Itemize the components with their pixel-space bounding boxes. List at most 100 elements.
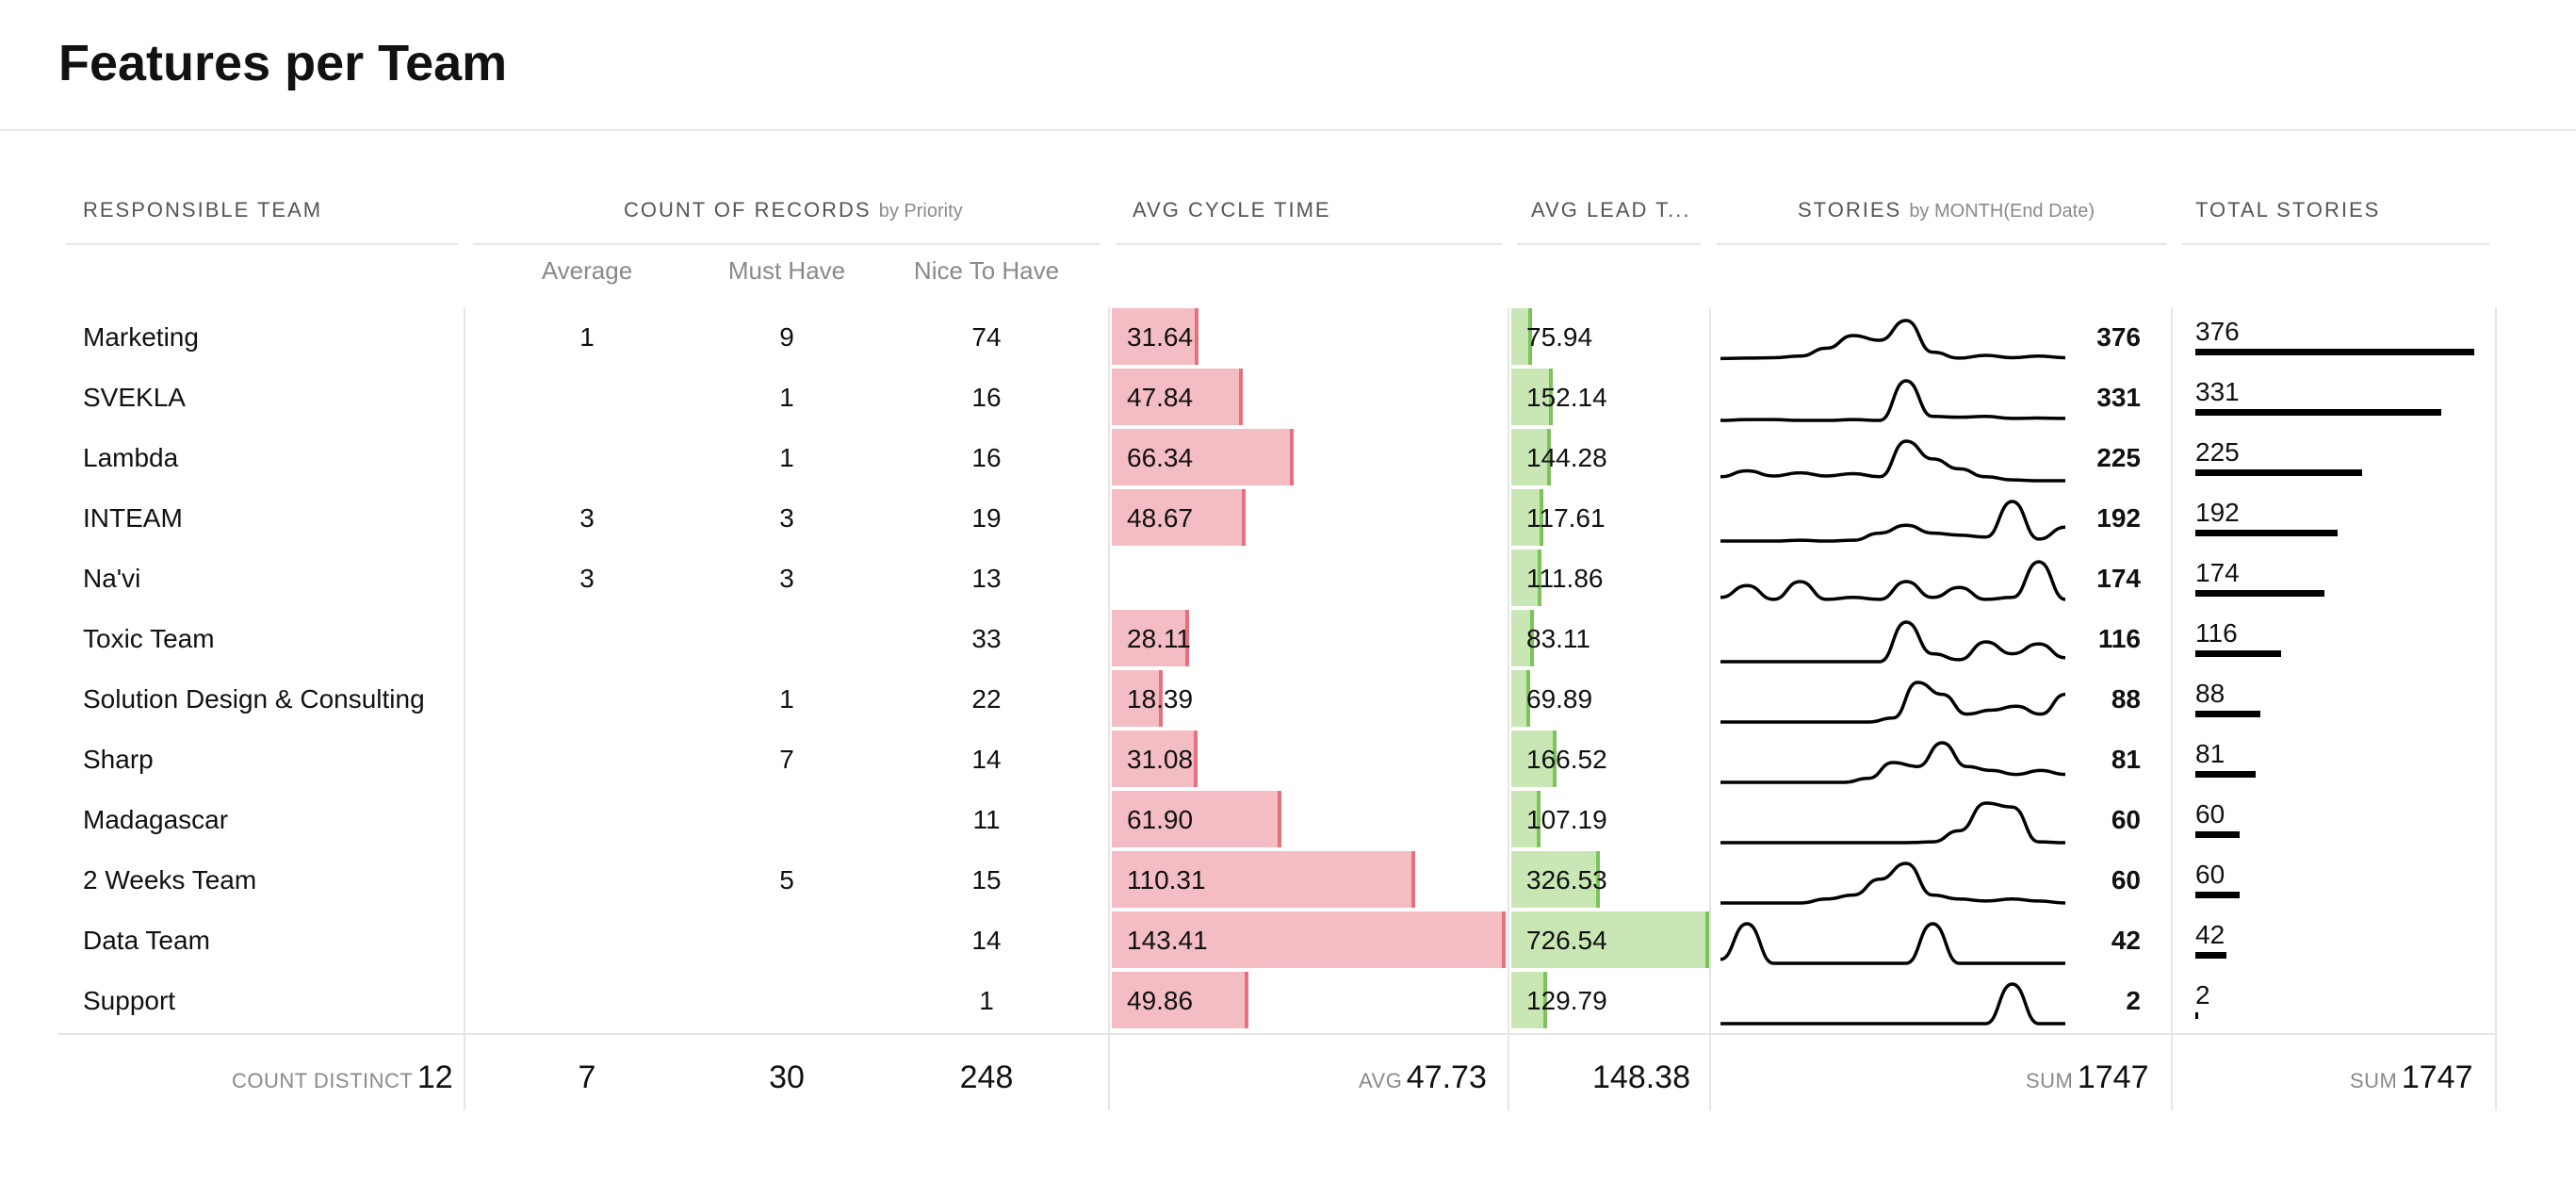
lead-time-value: 152.14 xyxy=(1526,383,1607,412)
stories-sparkline xyxy=(1720,560,2066,601)
lead-time-bar xyxy=(1511,429,1551,485)
header-avg-cycle-time[interactable]: AVG CYCLE TIME xyxy=(1133,198,1491,236)
cycle-time-bar xyxy=(1112,610,1189,666)
stories-sparkline xyxy=(1720,922,2065,965)
lead-time-bar xyxy=(1511,308,1532,365)
lead-time-bar xyxy=(1511,670,1530,727)
column-separator xyxy=(2495,307,2497,1110)
footer-sum-label: SUM xyxy=(2350,1069,2398,1092)
cycle-time-value: 61.90 xyxy=(1127,805,1194,834)
average-count: 3 xyxy=(579,564,595,593)
team-name[interactable]: Sharp xyxy=(83,745,154,774)
team-name[interactable]: SVEKLA xyxy=(83,383,186,412)
header-stories-sub: by MONTH(End Date) xyxy=(1909,201,2095,222)
lead-time-bar xyxy=(1511,791,1541,847)
header-underline-stories xyxy=(1717,243,2167,245)
column-separator xyxy=(1709,307,1711,1110)
nice-to-have-count: 13 xyxy=(971,564,1002,593)
must-have-count: 9 xyxy=(779,322,794,352)
header-team-label: RESPONSIBLE TEAM xyxy=(83,198,323,222)
must-have-count: 1 xyxy=(779,383,794,412)
footer-nice-total: 248 xyxy=(959,1059,1014,1095)
stories-value: 42 xyxy=(2111,926,2141,955)
average-count: 1 xyxy=(579,322,595,352)
cycle-time-value: 18.39 xyxy=(1127,684,1194,714)
footer-total-sum: SUM 1747 xyxy=(2350,1059,2472,1096)
team-name[interactable]: Lambda xyxy=(83,443,179,472)
team-name[interactable]: INTEAM xyxy=(83,503,183,533)
lead-time-bar xyxy=(1511,972,1547,1028)
header-count-of-records[interactable]: COUNT OF RECORDS by Priority xyxy=(624,198,1095,236)
must-have-count: 5 xyxy=(779,865,794,895)
page-title: Features per Team xyxy=(58,35,508,91)
lead-time-value: 326.53 xyxy=(1526,865,1607,895)
footer-sum-label: SUM xyxy=(2026,1069,2074,1092)
team-name[interactable]: Madagascar xyxy=(83,805,229,834)
cycle-time-value: 143.41 xyxy=(1127,926,1208,955)
footer-stories-sum: SUM 1747 xyxy=(2026,1059,2148,1096)
header-stories[interactable]: STORIES by MONTH(End Date) xyxy=(1798,198,2175,236)
lead-time-value: 726.54 xyxy=(1526,926,1607,955)
stories-sparkline xyxy=(1720,801,2066,845)
nice-to-have-count: 14 xyxy=(971,926,1002,955)
team-name[interactable]: Marketing xyxy=(83,322,199,352)
cycle-time-bar xyxy=(1112,911,1506,968)
team-name[interactable]: Na'vi xyxy=(83,564,141,593)
footer-stories-sum-value: 1747 xyxy=(2077,1059,2149,1095)
must-have-count: 7 xyxy=(779,745,794,774)
header-underline-cycle xyxy=(1116,243,1502,245)
header-avg-lead-time[interactable]: AVG LEAD T... xyxy=(1531,198,1705,236)
team-name[interactable]: Solution Design & Consulting xyxy=(83,684,425,714)
stories-value: 60 xyxy=(2111,865,2141,895)
subheader-nice-to-have[interactable]: Nice To Have xyxy=(913,256,1060,285)
team-name[interactable]: Data Team xyxy=(83,926,210,955)
header-underline-team xyxy=(66,243,458,245)
footer-avg-label: AVG xyxy=(1359,1069,1403,1092)
lead-time-bar xyxy=(1511,911,1709,968)
lead-time-value: 111.86 xyxy=(1526,564,1604,593)
stories-value: 174 xyxy=(2096,564,2141,593)
cycle-time-bar xyxy=(1112,851,1415,908)
stories-value: 116 xyxy=(2097,624,2141,653)
stories-value: 60 xyxy=(2111,805,2141,834)
total-stories-value: 42 xyxy=(2195,920,2225,949)
total-stories-bar xyxy=(2195,952,2226,959)
total-stories-value: 225 xyxy=(2195,437,2240,467)
total-stories-bar xyxy=(2195,711,2260,717)
header-count-sub: by Priority xyxy=(878,201,963,222)
footer-total-sum-value: 1747 xyxy=(2401,1059,2473,1095)
cycle-time-value: 31.08 xyxy=(1127,745,1194,774)
footer-divider xyxy=(58,1033,2495,1035)
total-stories-bar xyxy=(2195,469,2362,476)
header-total-stories[interactable]: TOTAL STORIES xyxy=(2195,198,2459,236)
header-count-label: COUNT OF RECORDS xyxy=(624,198,872,222)
footer-average-total: 7 xyxy=(578,1059,596,1095)
subheader-must-have[interactable]: Must Have xyxy=(727,256,846,285)
cycle-time-value: 110.31 xyxy=(1127,865,1206,895)
cycle-time-bar xyxy=(1112,429,1294,485)
nice-to-have-count: 14 xyxy=(971,745,1002,774)
cycle-time-bar xyxy=(1112,670,1163,727)
cycle-time-value: 66.34 xyxy=(1127,443,1194,472)
footer-avg-cycle: AVG 47.73 xyxy=(1359,1059,1487,1096)
column-separator xyxy=(1108,307,1110,1110)
stories-value: 225 xyxy=(2096,443,2141,472)
lead-time-value: 75.94 xyxy=(1526,322,1593,352)
lead-time-value: 107.19 xyxy=(1526,805,1607,834)
subheader-average[interactable]: Average xyxy=(541,256,633,285)
title-divider xyxy=(0,129,2576,131)
team-name[interactable]: Toxic Team xyxy=(83,624,215,653)
team-name[interactable]: 2 Weeks Team xyxy=(83,865,257,895)
total-stories-value: 2 xyxy=(2195,980,2210,1010)
footer-avg-lead: 148.38 xyxy=(1592,1059,1690,1095)
average-count: 3 xyxy=(579,503,595,533)
stories-sparkline xyxy=(1720,500,2066,543)
total-stories-bar xyxy=(2195,530,2338,536)
total-stories-value: 60 xyxy=(2195,860,2225,889)
header-responsible-team[interactable]: RESPONSIBLE TEAM xyxy=(83,198,441,236)
footer-count-distinct-value: 12 xyxy=(416,1059,453,1095)
header-underline-count xyxy=(473,243,1101,245)
team-name[interactable]: Support xyxy=(83,986,176,1015)
nice-to-have-count: 16 xyxy=(971,443,1002,472)
total-stories-value: 60 xyxy=(2195,799,2225,829)
